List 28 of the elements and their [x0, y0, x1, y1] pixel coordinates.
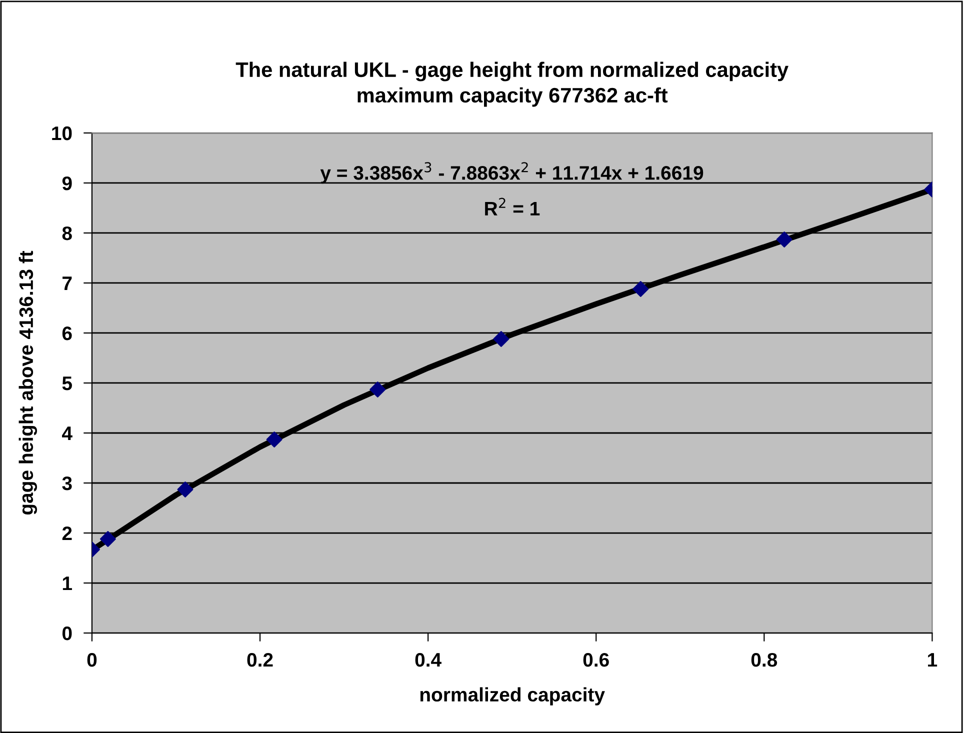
- chart-title: The natural UKL - gage height from normalized capacity maximum capacity 677362 ac-ft: [236, 62, 788, 107]
- point: [370, 382, 386, 398]
- y-tick-label: 2: [62, 526, 72, 540]
- annotation: R$^{2}$ = 1: [485, 198, 540, 216]
- y-tick-label: 7: [62, 276, 72, 290]
- x-tick-label: 0.4: [415, 652, 442, 667]
- point: [493, 331, 510, 347]
- y-tick-label: 8: [62, 226, 72, 240]
- y-tick-label: 6: [62, 326, 72, 340]
- point: [266, 432, 282, 448]
- x-tick-label: 0.8: [751, 652, 778, 667]
- point: [776, 232, 792, 248]
- y-tick-label: 10: [52, 126, 72, 140]
- y-axis-title: gage height above 4136.13 ft: [18, 250, 38, 515]
- x-axis-title: normalized capacity: [420, 687, 605, 706]
- y-tick-label: 4: [62, 426, 72, 440]
- x-tick-label: 0.6: [583, 652, 609, 667]
- x-tick-label: 0: [87, 652, 97, 667]
- point: [100, 531, 116, 547]
- x-tick-label: 0.2: [247, 652, 273, 667]
- y-tick-label: 9: [62, 176, 72, 190]
- point: [177, 482, 194, 498]
- point: [632, 281, 649, 297]
- y-tick-label: 5: [62, 376, 72, 390]
- x-tick-label: 1: [928, 653, 938, 667]
- y-tick-label: 0: [62, 626, 72, 640]
- y-tick-label: 3: [62, 476, 72, 490]
- y-tick-label: 1: [62, 576, 72, 590]
